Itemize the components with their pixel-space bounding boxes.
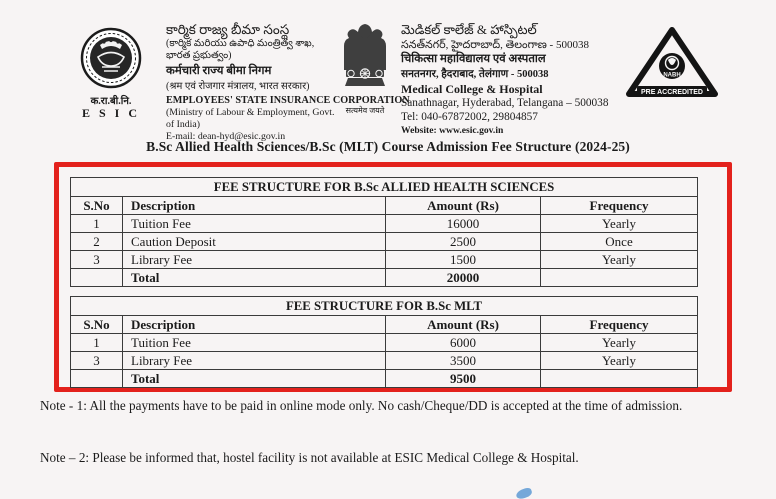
nabh-triangle-icon: NABH PRE ACCREDITED (626, 27, 718, 97)
total-row: Total 9500 (70, 369, 699, 388)
cell-frequency: Yearly (539, 351, 699, 370)
cell-sno: 1 (70, 333, 123, 352)
red-highlight-box: FEE STRUCTURE FOR B.Sc ALLIED HEALTH SCI… (54, 162, 732, 392)
nabh-banner-label: PRE ACCREDITED (641, 89, 703, 96)
cell-amount: 1500 (385, 250, 541, 269)
emblem-motto: सत्यमेव जयते (345, 106, 385, 115)
college-address-hindi: सनतनगर, हैदराबाद, तेलंगाण - 500038 (401, 69, 549, 80)
college-address-english: Sanathnagar, Hyderabad, Telangana – 5000… (401, 97, 609, 109)
college-telephone: Tel: 040-67872002, 29804857 (401, 111, 538, 123)
college-website: Website: www.esic.gov.in (401, 125, 504, 136)
ashoka-lions-icon (344, 24, 386, 86)
pen-mark (515, 486, 533, 499)
cell-description: Library Fee (122, 351, 386, 370)
col-header-amount: Amount (Rs) (385, 315, 541, 334)
table-row: 3 Library Fee 1500 Yearly (70, 250, 699, 269)
cell-frequency-empty (539, 369, 699, 388)
table-row: 2 Caution Deposit 2500 Once (70, 232, 699, 251)
note-1: Note - 1: All the payments have to be pa… (40, 398, 683, 413)
cell-description: Caution Deposit (122, 232, 386, 251)
table-row: 3 Library Fee 3500 Yearly (70, 351, 699, 370)
corp-name-telugu: కార్మిక రాజ్య బీమా సంస్థ (166, 22, 290, 37)
cell-amount: 16000 (385, 214, 541, 233)
college-name-english: Medical College & Hospital (401, 82, 543, 96)
col-header-sno: S.No (70, 196, 123, 215)
document-title: B.Sc Allied Health Sciences/B.Sc (MLT) C… (146, 139, 630, 154)
corp-name-english: EMPLOYEES' STATE INSURANCE CORPORATION (166, 95, 410, 106)
col-header-amount: Amount (Rs) (385, 196, 541, 215)
col-header-frequency: Frequency (539, 196, 699, 215)
corp-sub-english: (Ministry of Labour & Employment, Govt. … (166, 107, 335, 130)
cell-description: Tuition Fee (122, 333, 386, 352)
college-address-telugu: సనత్‌నగర్, హైదరాబాద్, తెలంగాణ - 500038 (401, 39, 589, 51)
corp-name-hindi: कर्मचारी राज्य बीमा निगम (166, 65, 272, 77)
total-label: Total (122, 268, 386, 287)
esic-logo-icon (80, 27, 142, 89)
corp-email: E-mail: dean-hyd@esic.gov.in (166, 131, 286, 142)
col-header-sno: S.No (70, 315, 123, 334)
col-header-frequency: Frequency (539, 315, 699, 334)
total-row: Total 20000 (70, 268, 699, 287)
fee-table-mlt: FEE STRUCTURE FOR B.Sc MLT S.No Descript… (69, 296, 699, 388)
college-name-hindi: चिकित्सा महाविद्यालय एवं अस्पताल (401, 53, 546, 65)
cell-sno: 3 (70, 351, 123, 370)
cell-frequency: Yearly (539, 250, 699, 269)
cell-frequency: Yearly (539, 333, 699, 352)
cell-frequency-empty (539, 268, 699, 287)
cell-description: Library Fee (122, 250, 386, 269)
header-left-block: కార్మిక రాజ్య బీమా సంస్థ (కార్మిక మరియు … (166, 22, 410, 143)
corp-sub-hindi: (श्रम एवं रोजगार मंत्रालय, भारत सरकार) (166, 81, 310, 92)
cell-sno-empty (70, 369, 123, 388)
cell-description: Tuition Fee (122, 214, 386, 233)
cell-sno: 2 (70, 232, 123, 251)
header-right-block: మెడికల్ కాలేజ్ & హాస్పిటల్ సనత్‌నగర్, హై… (401, 22, 626, 137)
corp-sub-telugu-1: (కార్మిక మరియు ఉపాధి మంత్రిత్వ శాఖ, (166, 38, 315, 49)
total-amount: 9500 (385, 369, 541, 388)
esic-caption-hindi: क.रा.बी.नि. (90, 96, 132, 107)
nabh-accreditation-logo: NABH PRE ACCREDITED (624, 26, 720, 113)
table-title: FEE STRUCTURE FOR B.Sc MLT (69, 296, 699, 316)
nabh-label: NABH (663, 73, 680, 79)
table-title: FEE STRUCTURE FOR B.Sc ALLIED HEALTH SCI… (69, 177, 699, 197)
cell-frequency: Once (539, 232, 699, 251)
table-row: 1 Tuition Fee 16000 Yearly (70, 214, 699, 233)
cell-sno: 1 (70, 214, 123, 233)
cell-sno: 3 (70, 250, 123, 269)
esic-logo: क.रा.बी.नि. E S I C (80, 27, 142, 119)
india-state-emblem: सत्यमेव जयते (337, 20, 393, 115)
fee-table-allied-health: FEE STRUCTURE FOR B.Sc ALLIED HEALTH SCI… (69, 177, 699, 287)
cell-amount: 3500 (385, 351, 541, 370)
table-row: 1 Tuition Fee 6000 Yearly (70, 333, 699, 352)
total-label: Total (122, 369, 386, 388)
corp-sub-telugu-2: భారత ప్రభుత్వం) (166, 50, 232, 61)
col-header-description: Description (122, 196, 386, 215)
total-amount: 20000 (385, 268, 541, 287)
esic-caption-latin: E S I C (81, 106, 140, 120)
note-2: Note – 2: Please be informed that, hoste… (40, 450, 579, 465)
col-header-description: Description (122, 315, 386, 334)
cell-amount: 2500 (385, 232, 541, 251)
cell-amount: 6000 (385, 333, 541, 352)
cell-sno-empty (70, 268, 123, 287)
cell-frequency: Yearly (539, 214, 699, 233)
college-name-telugu: మెడికల్ కాలేజ్ & హాస్పిటల్ (401, 22, 537, 37)
